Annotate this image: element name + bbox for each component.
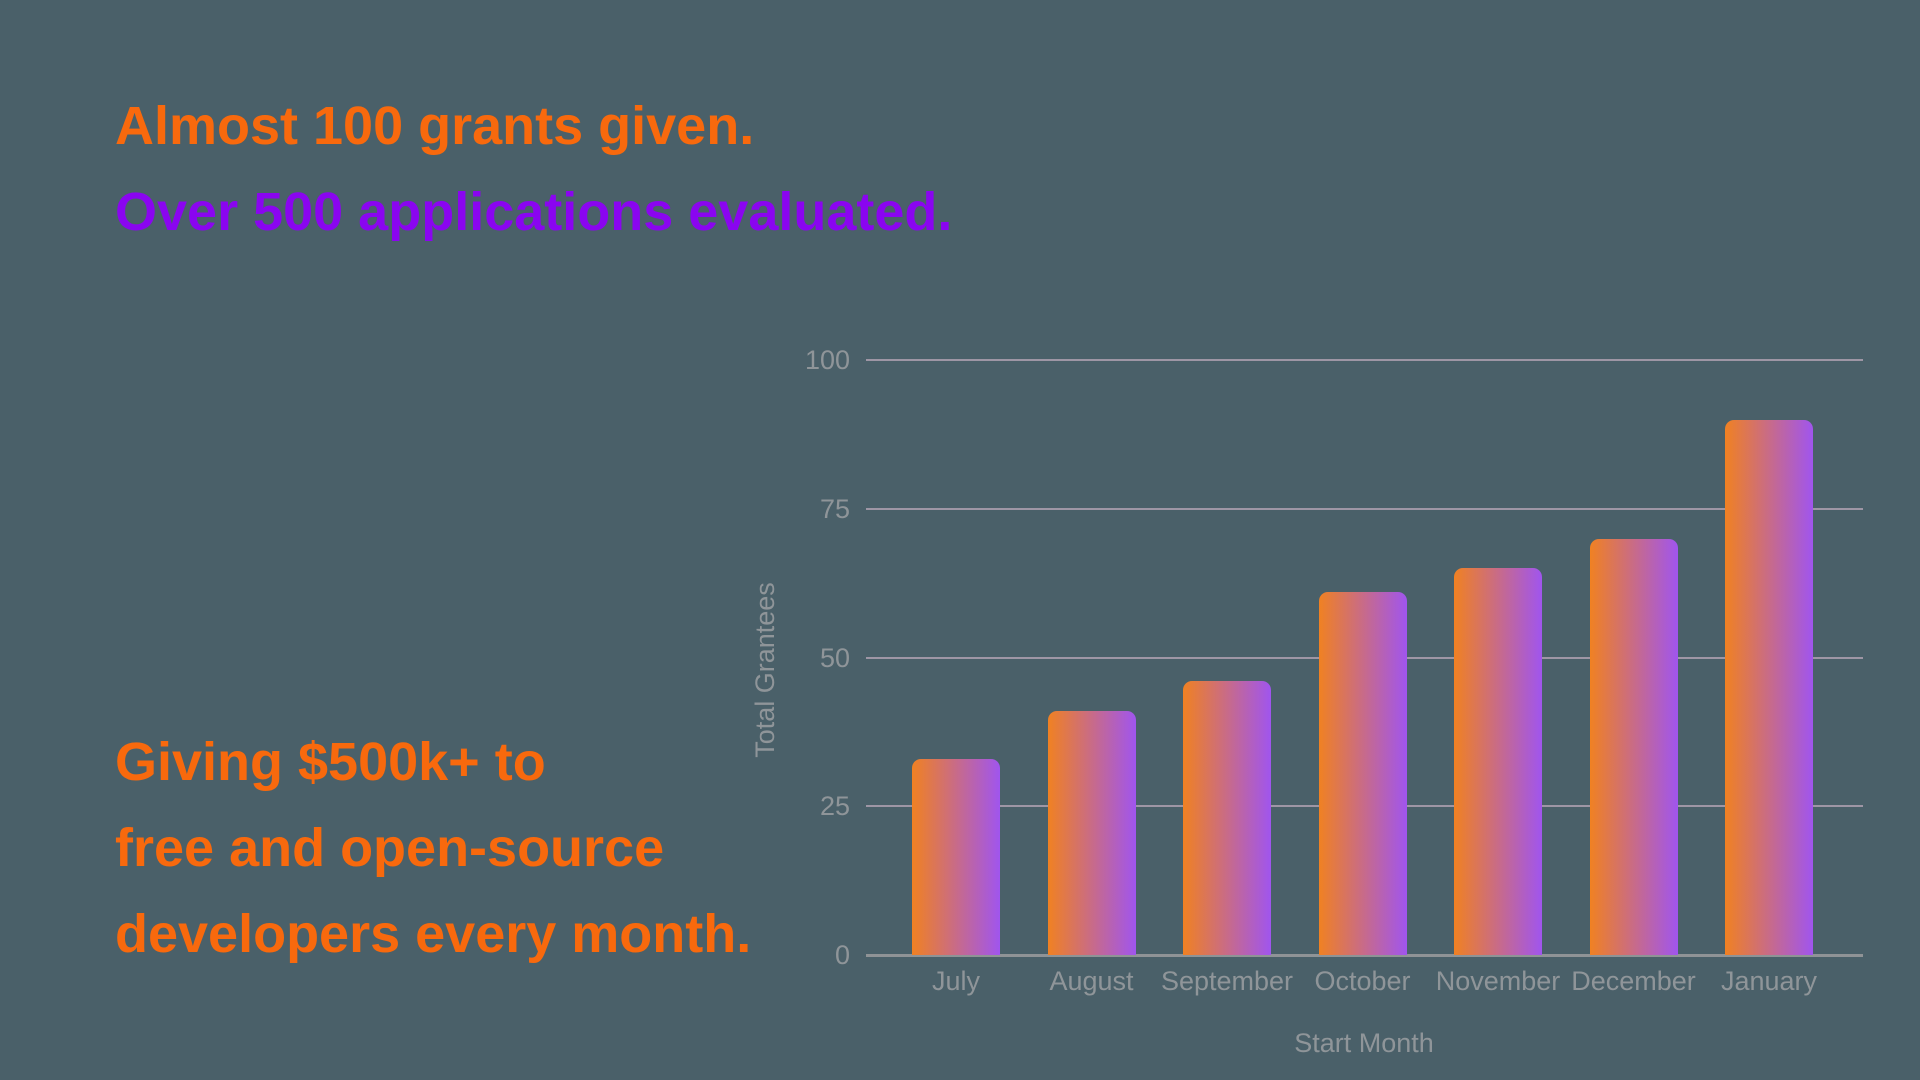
y-tick-label-25: 25 bbox=[819, 791, 850, 822]
subheadline-line-1: Giving $500k+ to bbox=[115, 732, 546, 792]
x-tick-label-november: November bbox=[1435, 966, 1561, 996]
y-tick-label-100: 100 bbox=[804, 345, 850, 375]
bar-july bbox=[912, 758, 1000, 955]
subheadline-line-3: developers every month. bbox=[115, 904, 752, 964]
bar-january bbox=[1725, 419, 1813, 955]
bar-november bbox=[1454, 568, 1542, 955]
x-tick-label-december: December bbox=[1571, 966, 1696, 996]
bar-october bbox=[1318, 592, 1407, 955]
gridline-75 bbox=[866, 507, 1863, 510]
headline-block: Almost 100 grants given. Over 500 applic… bbox=[115, 83, 952, 255]
chart-plot-area bbox=[866, 359, 1863, 957]
x-tick-label-august: August bbox=[1049, 966, 1134, 996]
x-axis-line bbox=[866, 954, 1863, 957]
x-tick-label-january: January bbox=[1720, 966, 1818, 996]
x-axis-title: Start Month bbox=[1294, 1028, 1434, 1058]
subheadline-block: Giving $500k+ to free and open-source de… bbox=[115, 719, 751, 977]
bar-december bbox=[1589, 538, 1678, 955]
x-tick-label-july: July bbox=[931, 966, 980, 996]
bar-september bbox=[1183, 681, 1271, 955]
subheadline-line-2: free and open-source bbox=[115, 818, 665, 878]
x-tick-label-september: September bbox=[1160, 966, 1294, 996]
y-tick-label-75: 75 bbox=[819, 493, 850, 524]
headline-applications: Over 500 applications evaluated. bbox=[115, 182, 953, 242]
bar-august bbox=[1047, 711, 1136, 955]
gridline-100 bbox=[866, 359, 1863, 361]
x-tick-label-october: October bbox=[1314, 966, 1411, 996]
y-tick-label-0: 0 bbox=[834, 940, 850, 970]
headline-grants: Almost 100 grants given. bbox=[115, 96, 755, 156]
y-tick-label-50: 50 bbox=[819, 642, 850, 673]
